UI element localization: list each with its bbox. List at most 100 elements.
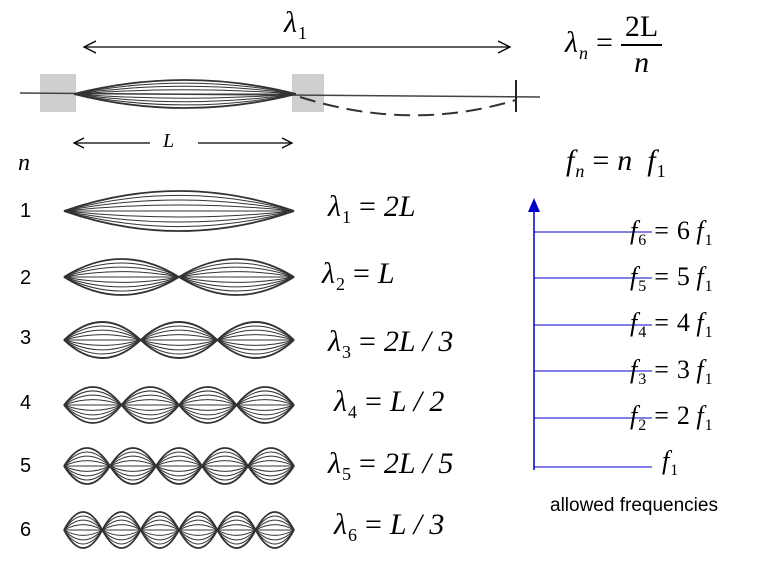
mode-5-loop-2-curve (109, 465, 157, 472)
mode-3-loop-1-curve (63, 339, 141, 351)
mode-6-loop-6-curve (254, 529, 295, 549)
mode-2-loop-2-curve (178, 276, 295, 292)
mode-number-2: 2 (20, 267, 32, 289)
lambda-n-symbol: λ (565, 25, 578, 59)
standing-wave-mode-4 (63, 386, 295, 424)
mode-equation-3: λ3 = 2L / 3 (328, 325, 454, 362)
mode-6-loop-5-curve (216, 529, 257, 541)
freq-label-4: f4 = 4 f1 (630, 308, 713, 341)
mode-5-loop-2-curve (109, 465, 157, 485)
mode-6-loop-1-curve (63, 529, 103, 536)
mode-5-loop-2-curve (109, 465, 157, 481)
fn-formula: fn = n f1 (566, 144, 666, 181)
lambda1-top-label: λ1 (284, 6, 307, 43)
freq-label-5: f5 = 5 f1 (630, 262, 713, 295)
mode-2-loop-1-curve (63, 276, 180, 296)
mode-3-loop-1-curve (63, 321, 142, 341)
mode-4-loop-4-curve (236, 394, 295, 406)
mode-4-loop-4-curve (235, 404, 295, 424)
allowed-frequencies-caption: allowed frequencies (550, 495, 718, 516)
mode-2-loop-2-curve (178, 262, 295, 278)
mode-6-loop-6-curve (255, 529, 295, 545)
mode-number-4: 4 (20, 392, 32, 414)
mode-6-loop-1-curve (63, 511, 104, 531)
mode-3-loop-2-curve (140, 339, 218, 351)
mode-3-loop-2-curve (140, 339, 218, 346)
mode-equation-2: λ2 = L (322, 257, 395, 294)
top-loop-1-curve (73, 93, 297, 109)
mode-6-loop-3-curve (139, 529, 180, 549)
mode-1-loop-1-curve (63, 194, 295, 212)
mode-6-loop-2-curve (101, 511, 142, 531)
mode-6-loop-6-curve (255, 515, 295, 531)
standing-wave-mode-5 (63, 447, 295, 485)
mode-2-loop-2-curve (178, 266, 295, 278)
top-loop-1-curve (73, 93, 297, 99)
mode-1-loop-1-curve (63, 199, 295, 212)
mode-2-loop-1-curve (63, 276, 180, 283)
mode-4-loop-4-curve (236, 404, 295, 420)
mode-4-subscript: 4 (348, 402, 357, 422)
top-loop-1-curve (73, 93, 297, 103)
mode-3-loop-2-curve (140, 339, 218, 355)
mode-2-symbol: λ (322, 257, 335, 290)
mode-1-loop-1-curve (63, 204, 295, 212)
mode-5-rhs: 2L / 5 (383, 447, 454, 480)
mode-4-loop-1-curve (63, 394, 122, 406)
mode-6-loop-5-curve (216, 515, 257, 531)
mode-4-loop-4-curve (236, 404, 295, 411)
mode-6-loop-2-curve (101, 529, 142, 549)
mode-3-loop-3-curve (217, 339, 295, 355)
mode-3-loop-1-curve (63, 339, 142, 359)
mode-6-loop-1-curve (63, 529, 104, 549)
mode-4-loop-2-curve (121, 399, 180, 406)
mode-4-symbol: λ (334, 385, 347, 418)
mode-5-subscript: 5 (342, 464, 351, 484)
mode-5-loop-5-curve (247, 451, 295, 467)
mode-5-loop-5-curve (247, 460, 295, 467)
mode-5-loop-1-curve (63, 465, 111, 481)
mode-4-loop-4-curve (236, 390, 295, 406)
standing-wave-modes (63, 190, 295, 549)
mode-1-symbol: λ (328, 190, 341, 223)
mode-6-loop-1-curve (63, 529, 103, 541)
L-symbol: L (163, 130, 175, 152)
mode-4-loop-1-curve (63, 386, 123, 406)
mode-6-loop-6-curve (255, 519, 295, 531)
mode-6-loop-4-curve (178, 529, 219, 549)
mode-5-loop-5-curve (247, 465, 295, 481)
mode-3-loop-3-curve (217, 329, 295, 341)
mode-6-loop-5-curve (216, 529, 257, 545)
mode-3-loop-3-curve (217, 325, 295, 341)
mode-3-loop-1-curve (63, 329, 141, 341)
top-loop-1-curve (73, 79, 297, 95)
dashed-continuation (299, 96, 517, 117)
mode-4-loop-3-curve (178, 404, 237, 420)
mode-6-subscript: 6 (348, 525, 357, 545)
mode-6-loop-1-curve (63, 529, 103, 545)
mode-6-loop-2-curve (101, 519, 142, 531)
mode-6-loop-6-curve (254, 511, 295, 531)
L-label: L (163, 130, 174, 153)
mode-4-loop-1-curve (63, 404, 122, 416)
mode-5-loop-3-curve (155, 451, 203, 467)
mode-3-symbol: λ (328, 325, 341, 358)
mode-6-loop-4-curve (178, 529, 218, 541)
mode-3-loop-2-curve (140, 334, 218, 341)
mode-5-loop-3-curve (155, 447, 203, 467)
fn-rhs-subscript: 1 (656, 161, 666, 181)
mode-5-loop-5-curve (247, 465, 295, 472)
mode-4-loop-2-curve (121, 404, 180, 420)
mode-2-loop-2-curve (178, 258, 295, 278)
mode-3-rhs: 2L / 3 (383, 325, 454, 358)
mode-6-loop-5-curve (216, 519, 257, 531)
mode-2-loop-2-curve (178, 276, 295, 296)
mode-number-6: 6 (20, 519, 32, 541)
mode-2-loop-1-curve (63, 258, 180, 278)
top-fundamental-loop (73, 79, 297, 109)
freq-label-2: f2 = 2 f1 (630, 401, 713, 434)
mode-6-loop-4-curve (178, 529, 218, 545)
mode-4-loop-1-curve (63, 404, 122, 411)
mode-2-rhs: L (377, 257, 395, 290)
top-loop-1-curve (73, 85, 297, 95)
